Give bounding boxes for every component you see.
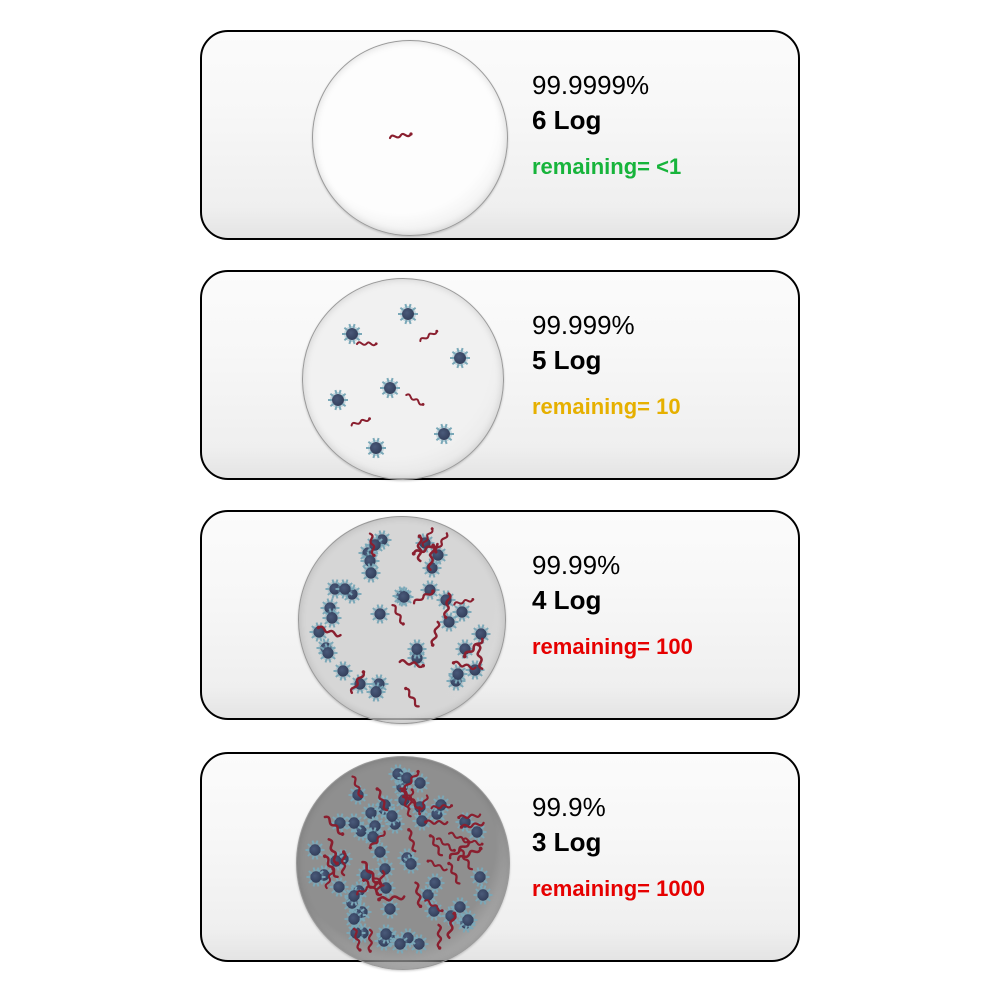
percent-label: 99.9%: [532, 792, 792, 823]
worm-icon: [456, 809, 481, 824]
text-block: 99.99% 4 Log remaining= 100: [532, 550, 792, 660]
percent-label: 99.9999%: [532, 70, 792, 101]
petri-dish: [296, 756, 510, 970]
log-panel-3: 99.9% 3 Log remaining= 1000: [200, 752, 800, 962]
virus-icon: [381, 379, 399, 397]
log-label: 3 Log: [532, 827, 792, 858]
log-panel-2: 99.99% 4 Log remaining= 100: [200, 510, 800, 720]
virus-icon: [319, 645, 336, 662]
remaining-label: remaining= 100: [532, 634, 792, 660]
text-block: 99.999% 5 Log remaining= 10: [532, 310, 792, 420]
virus-icon: [474, 887, 491, 904]
log-label: 5 Log: [532, 345, 792, 376]
worm-icon: [417, 326, 442, 345]
worm-icon: [323, 837, 344, 868]
worm-icon: [349, 414, 372, 430]
virus-icon: [371, 605, 388, 622]
worm-icon: [389, 129, 413, 143]
virus-icon: [451, 349, 469, 367]
text-block: 99.9% 3 Log remaining= 1000: [532, 792, 792, 902]
virus-icon: [368, 684, 385, 701]
worm-icon: [422, 619, 447, 649]
petri-dish: [298, 516, 506, 724]
virus-icon: [367, 439, 385, 457]
worm-icon: [349, 928, 365, 954]
text-block: 99.9999% 6 Log remaining= <1: [532, 70, 792, 180]
virus-icon: [345, 910, 362, 927]
worm-icon: [431, 799, 454, 813]
virus-icon: [427, 875, 444, 892]
remaining-label: remaining= <1: [532, 154, 792, 180]
worm-icon: [365, 533, 379, 558]
virus-icon: [363, 564, 380, 581]
virus-icon: [435, 425, 453, 443]
percent-label: 99.999%: [532, 310, 792, 341]
worm-icon: [403, 388, 428, 412]
virus-icon: [329, 391, 347, 409]
worm-icon: [400, 683, 424, 712]
virus-icon: [335, 663, 352, 680]
worm-icon: [403, 827, 420, 853]
worm-icon: [453, 595, 476, 609]
virus-icon: [337, 581, 354, 598]
virus-icon: [399, 305, 417, 323]
remaining-label: remaining= 10: [532, 394, 792, 420]
log-panel-1: 99.999% 5 Log remaining= 10: [200, 270, 800, 480]
virus-icon: [392, 935, 409, 952]
virus-icon: [471, 869, 488, 886]
worm-icon: [355, 336, 378, 352]
log-panel-0: 99.9999% 6 Log remaining= <1: [200, 30, 800, 240]
petri-dish: [302, 278, 504, 480]
percent-label: 99.99%: [532, 550, 792, 581]
log-label: 4 Log: [532, 585, 792, 616]
remaining-label: remaining= 1000: [532, 876, 792, 902]
worm-icon: [409, 586, 438, 609]
virus-icon: [402, 855, 419, 872]
worm-icon: [429, 923, 448, 951]
log-label: 6 Log: [532, 105, 792, 136]
petri-dish: [312, 40, 508, 236]
